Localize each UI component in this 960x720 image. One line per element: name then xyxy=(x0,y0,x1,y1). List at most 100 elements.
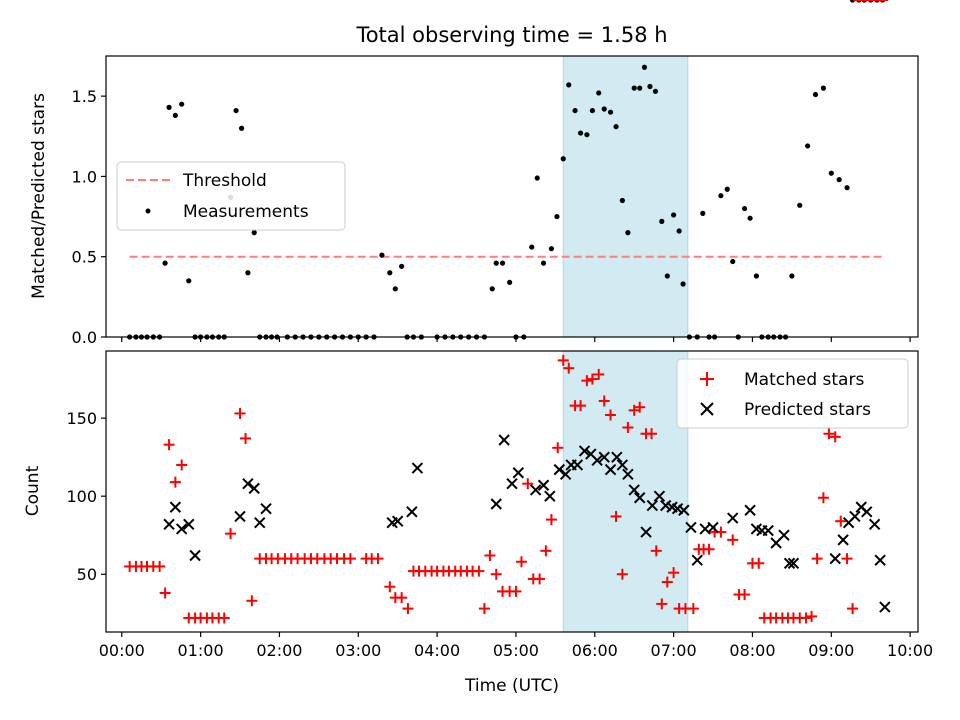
predicted-star-point xyxy=(829,552,841,565)
legend-matched-label: Matched stars xyxy=(744,370,864,390)
matched-star-point xyxy=(154,560,166,572)
top-panel: 0.0 0.5 1.0 1.5 Threshold Measurements xyxy=(72,0,919,347)
x-tick-label: 03:00 xyxy=(335,641,381,660)
predicted-star-point xyxy=(849,510,861,523)
measurement-point xyxy=(489,286,495,292)
measurement-point xyxy=(534,175,540,181)
measurement-point xyxy=(637,85,643,91)
measurement-point xyxy=(676,228,682,234)
predicted-star-point xyxy=(553,463,566,476)
x-tick-label: 07:00 xyxy=(651,641,697,660)
measurement-point xyxy=(186,278,192,284)
measurement-point xyxy=(828,170,834,176)
matched-star-point xyxy=(484,550,496,562)
measurement-point xyxy=(166,104,172,110)
measurement-point xyxy=(589,107,596,114)
predicted-star-point xyxy=(783,557,796,570)
bottom-legend[interactable]: Matched stars Predicted stars xyxy=(676,358,909,429)
matched-star-point xyxy=(847,603,859,615)
predicted-star-point xyxy=(628,484,640,496)
matched-star-point xyxy=(628,404,640,416)
measurement-point xyxy=(741,205,748,212)
matched-star-point xyxy=(176,459,188,471)
matched-star-point xyxy=(598,395,610,407)
matched-star-point xyxy=(557,354,569,366)
matched-star-point xyxy=(218,612,230,624)
legend-predicted-label: Predicted stars xyxy=(744,400,871,420)
predicted-star-point xyxy=(598,451,610,463)
matched-star-point xyxy=(522,478,534,490)
matched-star-point xyxy=(806,610,818,622)
predicted-star-point xyxy=(611,451,623,463)
matched-star-point xyxy=(634,401,646,413)
bottom-y-tick-label: 100 xyxy=(66,487,97,506)
measurement-point xyxy=(631,85,637,91)
x-tick-label: 04:00 xyxy=(414,641,460,660)
measurement-point xyxy=(664,273,670,279)
top-legend-box xyxy=(116,161,346,231)
measurement-point xyxy=(680,281,686,287)
measurement-point xyxy=(577,130,584,136)
top-y-tick-label: 0.5 xyxy=(72,248,97,267)
matched-star-point xyxy=(225,528,237,540)
measurement-point xyxy=(399,263,405,269)
chart-title: Total observing time = 1.58 h xyxy=(355,23,667,47)
matched-star-point xyxy=(823,428,835,440)
matched-star-point xyxy=(739,589,751,601)
measurement-point xyxy=(647,83,653,90)
matched-star-point xyxy=(668,567,680,579)
measurement-point xyxy=(560,156,566,162)
predicted-star-point xyxy=(248,482,260,495)
measurement-point xyxy=(245,270,251,276)
measurement-point xyxy=(805,143,811,149)
predicted-star-point xyxy=(678,504,690,516)
x-tick-label: 02:00 xyxy=(256,641,302,660)
predicted-star-point xyxy=(787,557,800,570)
matched-star-point xyxy=(646,428,658,440)
bottom-shaded-span xyxy=(562,350,689,633)
predicted-star-point xyxy=(544,490,556,502)
measurement-point xyxy=(392,286,398,292)
legend-predicted-swatch xyxy=(700,402,714,416)
predicted-star-point xyxy=(727,512,739,524)
measurement-point xyxy=(753,273,759,279)
predicted-star-point xyxy=(189,549,201,562)
matched-star-point xyxy=(490,568,502,580)
predicted-star-point xyxy=(691,554,703,566)
matched-star-point xyxy=(800,612,812,624)
matched-star-point xyxy=(478,603,490,615)
predicted-star-point xyxy=(622,468,634,481)
matched-star-point xyxy=(372,553,384,565)
measurement-point xyxy=(789,273,795,279)
measurement-point xyxy=(596,90,602,96)
x-tick-label: 10:00 xyxy=(887,641,933,660)
measurement-point xyxy=(844,185,850,191)
matched-star-point xyxy=(656,598,668,610)
predicted-star-point xyxy=(559,468,572,481)
matched-star-point xyxy=(610,510,622,522)
predicted-star-point xyxy=(260,502,272,515)
measurement-point xyxy=(507,279,513,286)
matched-star-point xyxy=(384,581,396,593)
predicted-star-point xyxy=(578,445,591,457)
matched-star-point xyxy=(515,556,527,568)
top-shaded-span xyxy=(562,55,689,338)
bottom-panel-frame xyxy=(105,350,919,633)
matched-star-point xyxy=(622,421,634,433)
predicted-star-point xyxy=(183,518,195,530)
top-legend[interactable]: Threshold Measurements xyxy=(116,161,346,231)
measurement-point xyxy=(179,101,185,107)
measurement-point xyxy=(529,244,535,250)
measurement-point xyxy=(572,107,578,114)
bottom-y-tick-label: 50 xyxy=(77,565,97,584)
matched-star-point xyxy=(344,553,356,565)
predicted-star-point xyxy=(861,506,873,518)
measurement-point xyxy=(554,213,560,220)
x-tick-label: 05:00 xyxy=(493,641,539,660)
predicted-star-point xyxy=(685,521,697,534)
top-y-tick-label: 1.0 xyxy=(72,167,97,186)
measurement-point xyxy=(387,270,393,276)
predicted-star-point xyxy=(762,524,774,537)
measurement-point xyxy=(641,64,648,70)
